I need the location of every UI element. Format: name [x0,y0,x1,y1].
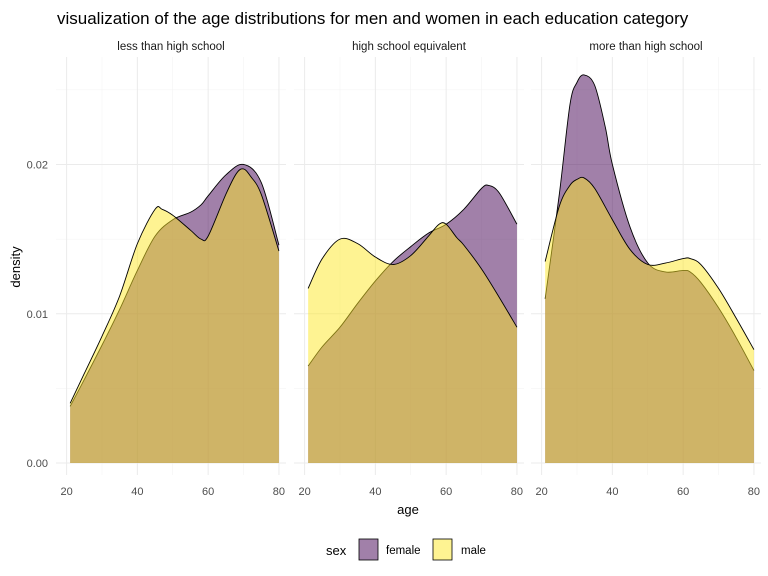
density-line-male [544,176,755,350]
facet-panel: more than high school 20 40 60 80 [531,41,761,498]
x-tick-label: 20 [535,486,547,498]
y-tick-label: 0.01 [27,309,48,321]
x-axis-title: age [397,502,419,517]
facet-strip-label: high school equivalent [352,41,467,53]
x-tick-label: 40 [369,486,381,498]
legend: sex female male [326,538,486,561]
density-line-male [307,222,518,328]
legend-title: sex [326,543,347,558]
density-area-male [70,168,279,464]
facet-strip-label: more than high school [589,41,702,53]
legend-key-female [358,538,379,561]
facet-panel: less than high school 20 40 60 80 [56,41,286,498]
x-tick-label: 60 [202,486,214,498]
legend-label-female: female [386,545,421,557]
y-axis-title: density [8,246,23,288]
legend-key-male [432,538,453,561]
facet-panel: high school equivalent 20 40 60 80 [294,41,524,498]
x-tick-label: 60 [440,486,452,498]
density-area-male [308,222,517,464]
facet-panels: 0.00 0.01 0.02 less than high school 20 40 60 8… [27,41,761,498]
x-tick-label: 20 [298,486,310,498]
x-tick-label: 40 [131,486,143,498]
x-tick-label: 20 [60,486,72,498]
density-area-male [545,177,754,464]
x-tick-label: 40 [606,486,618,498]
density-line-male [69,168,280,404]
x-tick-label: 80 [748,486,760,498]
legend-label-male: male [461,545,486,557]
x-tick-label: 60 [677,486,689,498]
chart-title: visualization of the age distributions f… [57,9,689,28]
x-tick-label: 80 [511,486,523,498]
facet-strip-label: less than high school [117,41,224,53]
y-tick-label: 0.02 [27,159,48,171]
y-tick-label: 0.00 [27,458,48,470]
x-tick-label: 80 [273,486,285,498]
